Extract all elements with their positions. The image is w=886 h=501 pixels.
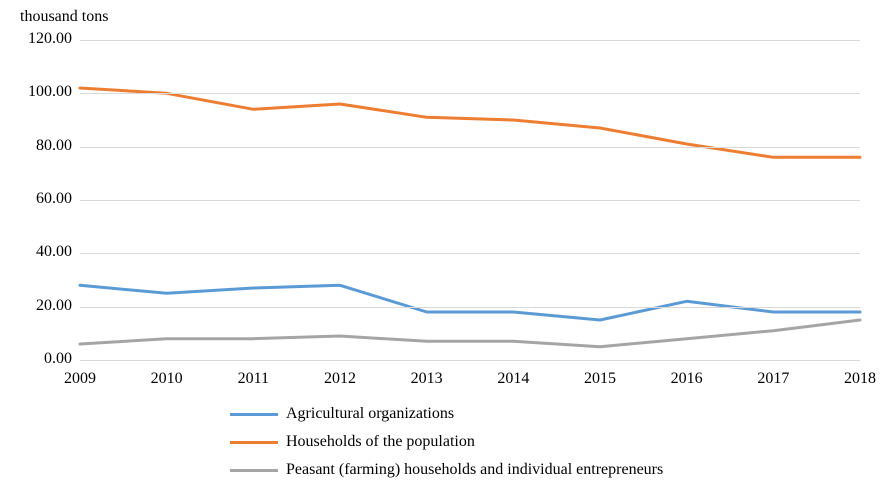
x-tick-label: 2010 xyxy=(137,370,197,388)
y-tick-label: 60.00 xyxy=(12,190,72,208)
x-tick-label: 2012 xyxy=(310,370,370,388)
x-tick-label: 2016 xyxy=(657,370,717,388)
x-tick-label: 2015 xyxy=(570,370,630,388)
series-line-peasant_farming xyxy=(80,320,860,347)
legend-swatch xyxy=(230,441,278,444)
line-chart: thousand tons Agricultural organizations… xyxy=(0,0,886,501)
legend-label: Agricultural organizations xyxy=(286,405,454,423)
y-tick-label: 0.00 xyxy=(12,350,72,368)
gridline xyxy=(80,307,860,308)
legend-swatch xyxy=(230,469,278,472)
gridline xyxy=(80,40,860,41)
x-tick-label: 2014 xyxy=(483,370,543,388)
gridline xyxy=(80,93,860,94)
x-tick-label: 2013 xyxy=(397,370,457,388)
legend: Agricultural organizations Households of … xyxy=(230,400,663,484)
plot-area xyxy=(80,40,860,361)
x-tick-label: 2009 xyxy=(50,370,110,388)
y-tick-label: 80.00 xyxy=(12,137,72,155)
legend-item-households_population: Households of the population xyxy=(230,428,663,456)
y-tick-label: 120.00 xyxy=(12,30,72,48)
x-tick-label: 2017 xyxy=(743,370,803,388)
y-tick-label: 100.00 xyxy=(12,83,72,101)
legend-label: Peasant (farming) households and individ… xyxy=(286,461,663,479)
legend-item-peasant_farming: Peasant (farming) households and individ… xyxy=(230,456,663,484)
y-tick-label: 20.00 xyxy=(12,297,72,315)
legend-swatch xyxy=(230,413,278,416)
gridline xyxy=(80,253,860,254)
x-tick-label: 2011 xyxy=(223,370,283,388)
x-tick-label: 2018 xyxy=(830,370,886,388)
y-axis-title: thousand tons xyxy=(20,8,108,26)
gridline xyxy=(80,200,860,201)
series-line-agricultural_organizations xyxy=(80,285,860,320)
gridline xyxy=(80,147,860,148)
y-tick-label: 40.00 xyxy=(12,243,72,261)
legend-item-agricultural_organizations: Agricultural organizations xyxy=(230,400,663,428)
legend-label: Households of the population xyxy=(286,433,475,451)
